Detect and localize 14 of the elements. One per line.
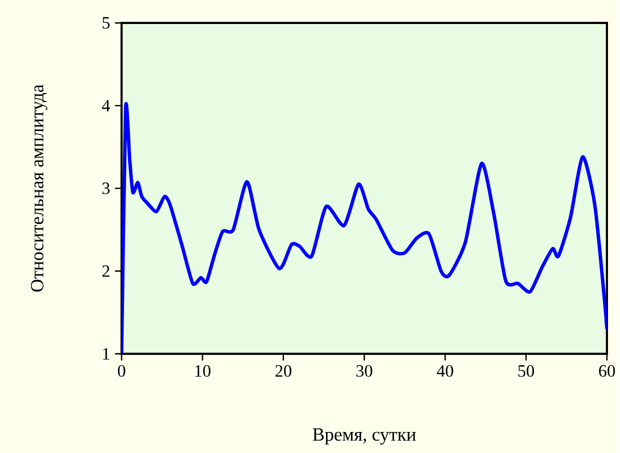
y-tick-label: 2 — [102, 265, 110, 277]
x-tick-label: 20 — [275, 364, 292, 377]
y-axis-title: Относительная амплитуда — [30, 84, 48, 292]
y-tick-label: 1 — [103, 348, 110, 360]
y-tick-label: 3 — [102, 182, 110, 194]
y-tick-label: 4 — [102, 100, 110, 112]
x-axis-title: Время, сутки — [312, 428, 416, 444]
x-tick-label: 10 — [195, 364, 210, 377]
y-tick-label: 5 — [102, 16, 110, 28]
x-tick-label: 40 — [436, 364, 454, 377]
x-tick-label: 30 — [356, 364, 372, 377]
x-tick-label: 50 — [518, 364, 534, 377]
x-tick-label: 60 — [599, 364, 615, 377]
x-tick-label: 0 — [118, 364, 126, 377]
